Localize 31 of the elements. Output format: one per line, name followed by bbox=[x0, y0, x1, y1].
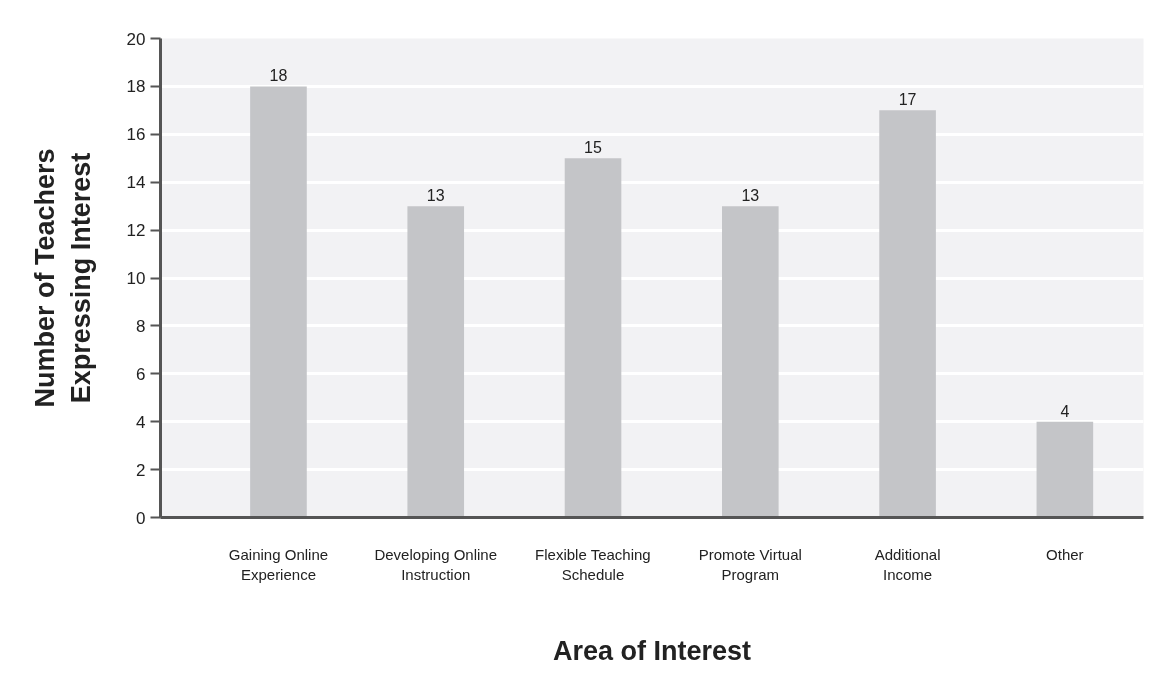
y-tick-label: 8 bbox=[136, 316, 146, 336]
x-tick-label: Additional Income bbox=[874, 545, 941, 583]
data-label: 4 bbox=[1060, 402, 1070, 420]
y-axis-title: Number of Teachers Expressing Interest bbox=[29, 148, 96, 408]
y-tick-label: 20 bbox=[126, 29, 146, 49]
bar bbox=[879, 110, 936, 518]
y-tick-label: 12 bbox=[126, 221, 146, 241]
y-tick-label: 14 bbox=[126, 173, 146, 193]
bar bbox=[250, 86, 307, 518]
x-tick-label: Developing Online Instruction bbox=[374, 545, 498, 583]
x-tick-label: Other bbox=[1046, 545, 1084, 563]
y-tick-label: 6 bbox=[136, 364, 146, 384]
data-label: 17 bbox=[898, 91, 917, 109]
bar bbox=[407, 206, 465, 518]
y-tick-label: 18 bbox=[126, 77, 146, 97]
x-tick-label: Gaining Online Experience bbox=[228, 545, 329, 583]
bar bbox=[1036, 421, 1094, 518]
y-tick-label: 0 bbox=[136, 508, 146, 528]
y-tick-label: 2 bbox=[136, 460, 146, 480]
data-label: 13 bbox=[426, 187, 445, 205]
bar bbox=[564, 158, 622, 518]
y-tick-label: 4 bbox=[136, 412, 146, 432]
data-label: 18 bbox=[269, 67, 288, 85]
data-label: 13 bbox=[741, 187, 760, 205]
data-label: 15 bbox=[584, 139, 603, 157]
y-tick-label: 10 bbox=[126, 269, 146, 288]
x-axis-title: Area of Interest bbox=[552, 635, 752, 666]
y-tick-label: 16 bbox=[126, 125, 146, 145]
x-tick-label: Promote Virtual Program bbox=[698, 545, 802, 583]
bar bbox=[721, 206, 779, 518]
x-tick-label: Flexible Teaching Schedule bbox=[535, 545, 651, 583]
